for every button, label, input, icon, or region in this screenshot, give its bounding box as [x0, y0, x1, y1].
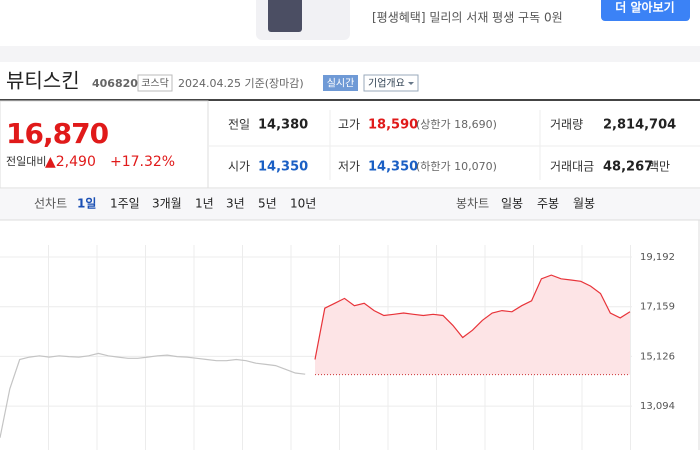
- change: ▲2,490: [45, 154, 96, 170]
- quote-value: 2,814,704: [603, 118, 676, 133]
- area: [315, 275, 630, 375]
- price: 16,870: [6, 117, 109, 150]
- tab[interactable]: 1년: [195, 197, 214, 211]
- quote-note: (하한가 10,070): [416, 159, 497, 173]
- y-tick-label: 17,159: [640, 302, 675, 313]
- tab[interactable]: 1일: [77, 197, 96, 211]
- quote-label: 시가: [228, 160, 250, 174]
- tab-bar: [0, 189, 700, 220]
- date: 2024.04.25 기준(장마감): [178, 77, 304, 90]
- tab[interactable]: 5년: [258, 197, 277, 211]
- tab-label: 봉차트: [456, 197, 489, 211]
- y-tick-label: 13,094: [640, 401, 675, 412]
- banner-button-text[interactable]: 더 알아보기: [615, 0, 674, 15]
- tab[interactable]: 10년: [290, 197, 316, 211]
- market: 코스닥: [141, 78, 169, 90]
- quote-unit: 백만: [648, 160, 670, 174]
- quote-label: 거래량: [550, 118, 583, 132]
- price-box: [0, 100, 209, 189]
- quote-label: 전일: [228, 118, 250, 132]
- overview[interactable]: 기업개요: [368, 77, 405, 90]
- market-badge: [137, 74, 173, 92]
- overview-button[interactable]: [363, 74, 419, 92]
- y-tick-label: 19,192: [640, 252, 675, 263]
- tab[interactable]: 1주일: [110, 197, 140, 211]
- quote-label: 저가: [338, 160, 360, 174]
- phone-image: [268, 0, 302, 32]
- quote-label: 거래대금: [550, 160, 594, 174]
- quote-label: 고가: [338, 118, 360, 132]
- quote-value: 14,350: [258, 160, 308, 175]
- tab[interactable]: 3년: [226, 197, 245, 211]
- realtime-badge[interactable]: [323, 75, 358, 91]
- banner-button[interactable]: [601, 0, 690, 21]
- change-rate: +17.32%: [110, 154, 175, 170]
- quote-value: 14,350: [368, 160, 418, 175]
- tab[interactable]: 주봉: [537, 197, 559, 211]
- gap: [0, 46, 700, 62]
- tab[interactable]: 일봉: [501, 197, 523, 211]
- y-tick-label: 15,126: [640, 351, 675, 362]
- dropdown-icon: [408, 82, 414, 85]
- stock-name: 뷰티스킨: [6, 69, 80, 93]
- realtime[interactable]: 실시간: [327, 78, 355, 90]
- quote-note: (상한가 18,690): [416, 118, 497, 131]
- quote-value: 14,380: [258, 118, 308, 133]
- price-line: [0, 352, 306, 438]
- change-label: 전일대비: [6, 154, 46, 168]
- chart: 19,192 17,159 15,126 13,094: [0, 245, 675, 450]
- banner-text: [평생혜택] 밀리의 서재 평생 구독 0원: [372, 11, 563, 25]
- tab-label: 선차트: [34, 197, 67, 211]
- tab[interactable]: 월봉: [573, 197, 595, 211]
- quote-value: 48,267: [603, 160, 653, 175]
- tab[interactable]: 3개월: [152, 197, 182, 211]
- quote-value: 18,590: [368, 118, 418, 133]
- price-line: [314, 274, 631, 360]
- stock-code: 406820: [92, 77, 138, 90]
